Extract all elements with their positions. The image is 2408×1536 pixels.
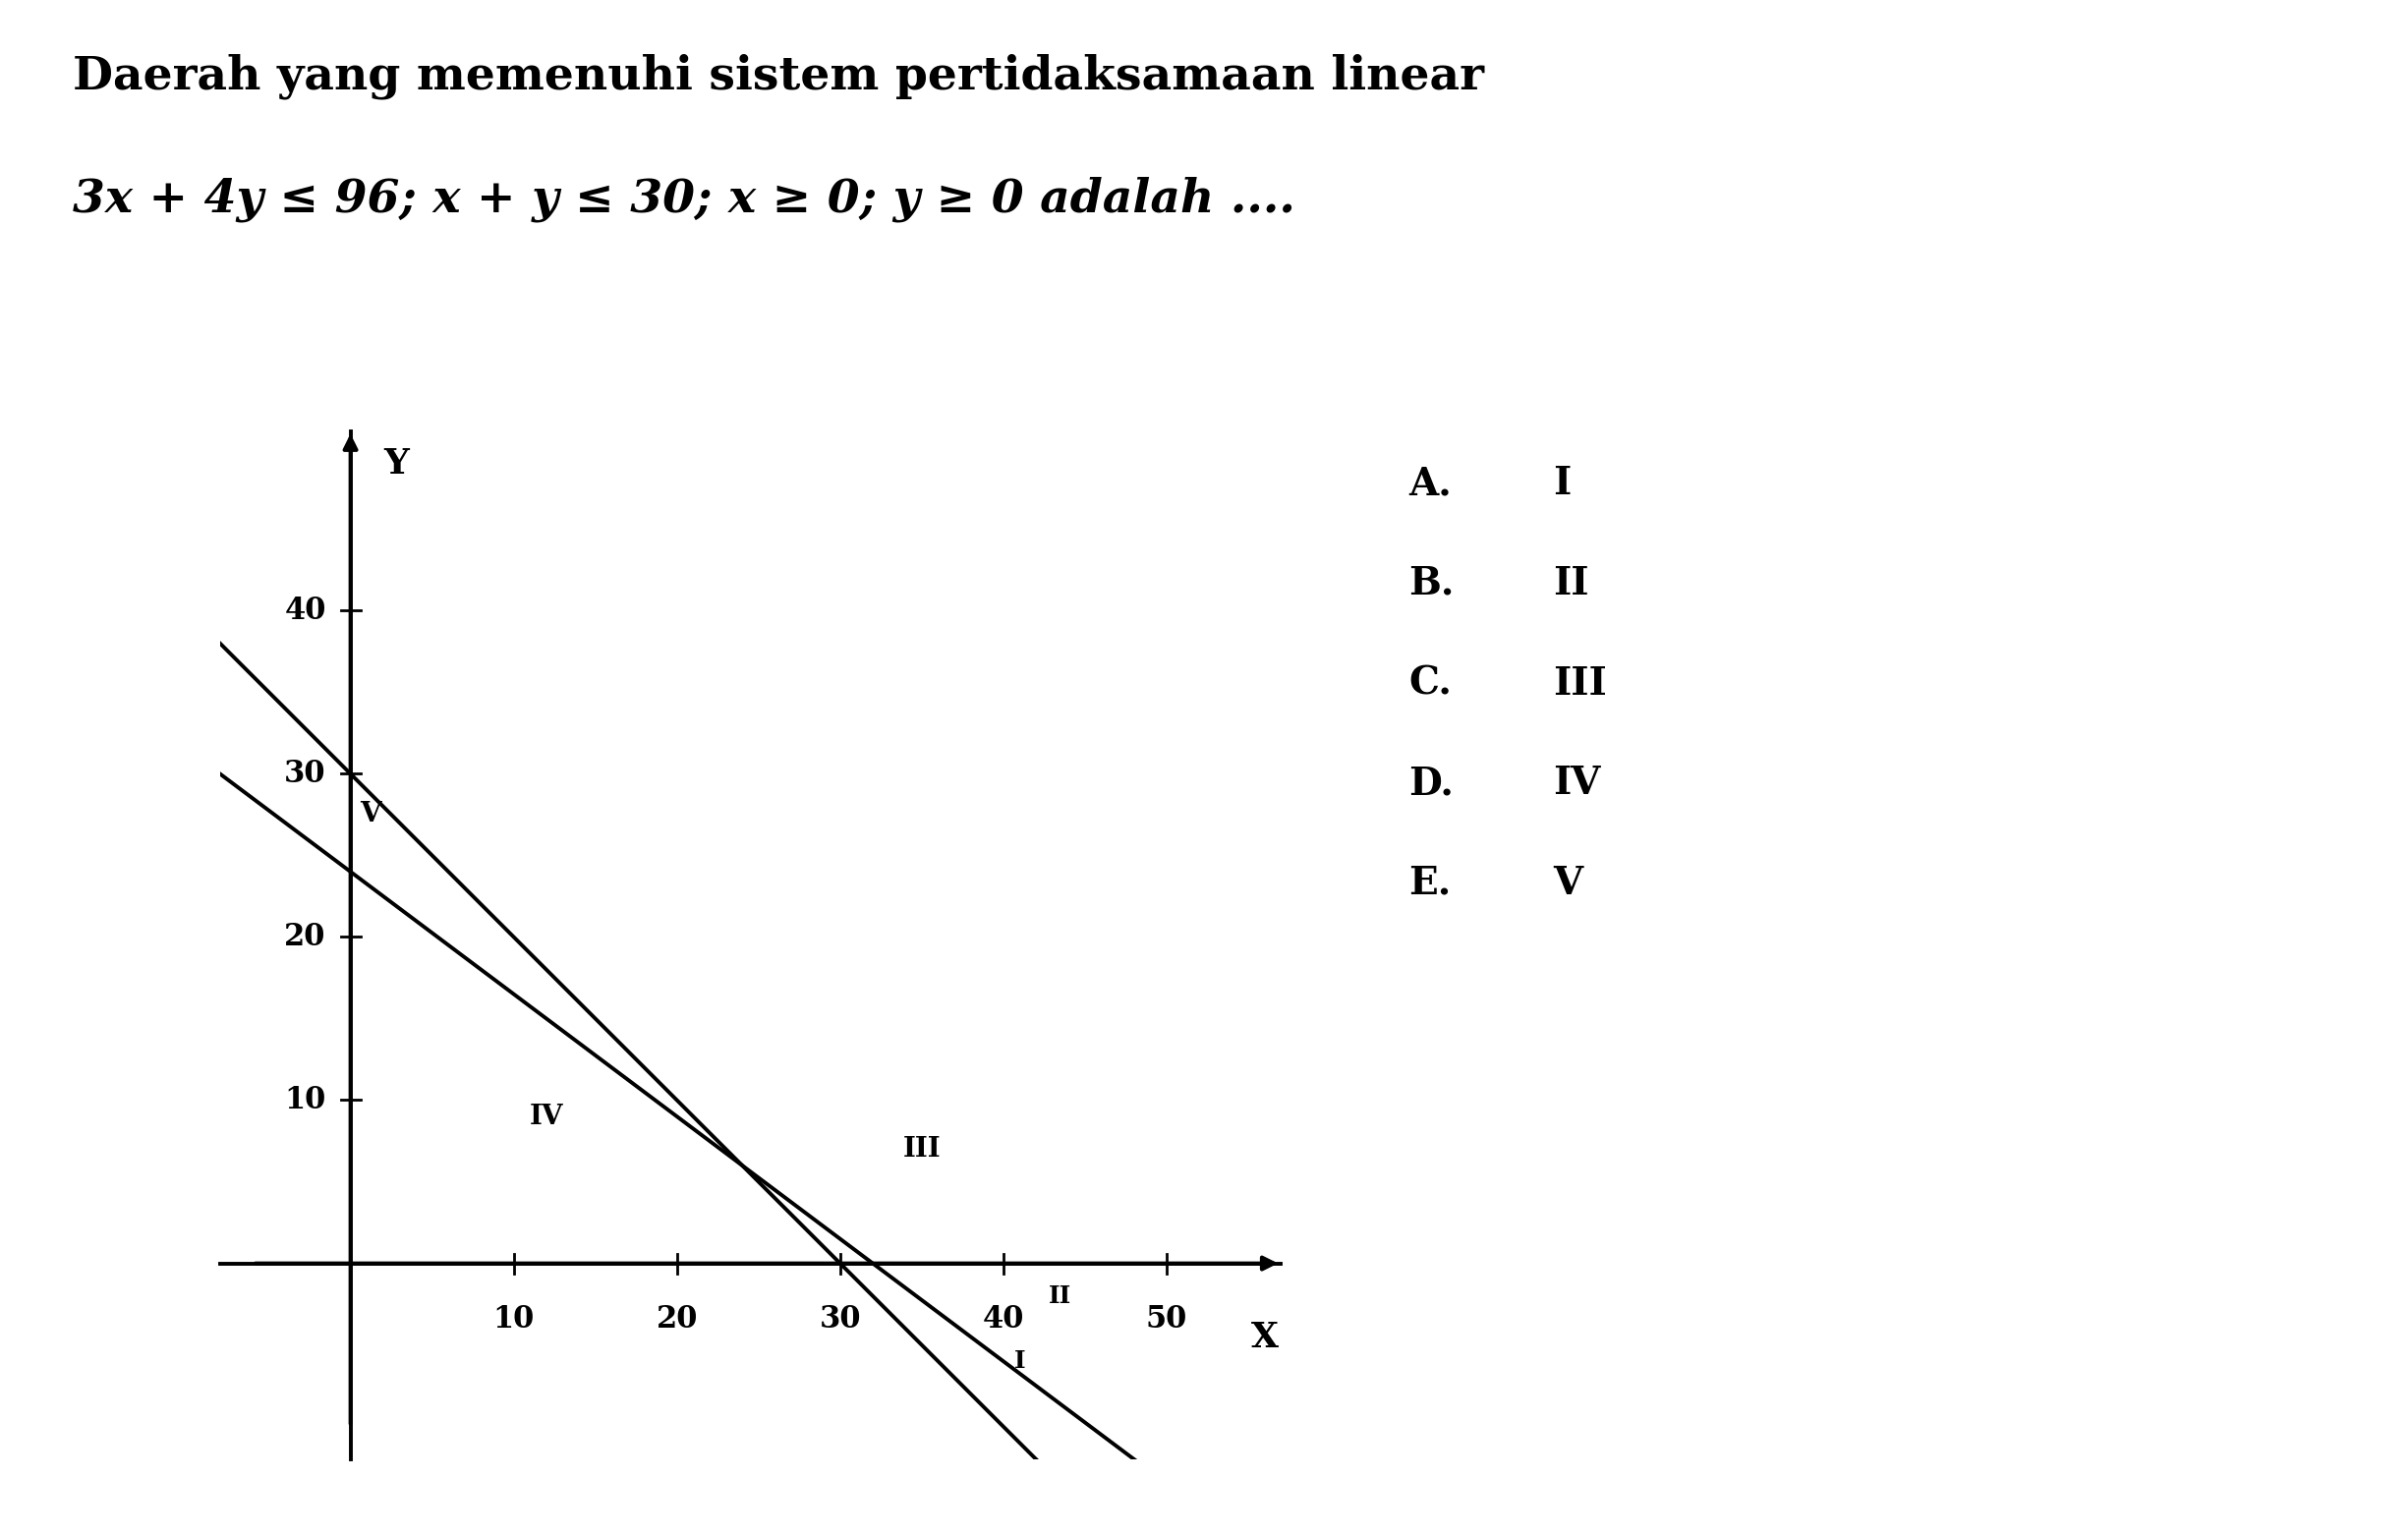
Text: IV: IV	[530, 1103, 563, 1130]
Text: I: I	[1553, 465, 1570, 502]
Text: E.: E.	[1409, 865, 1452, 902]
Text: A.: A.	[1409, 465, 1452, 502]
Text: IV: IV	[1553, 765, 1601, 802]
Text: 30: 30	[819, 1304, 862, 1335]
Text: X: X	[1250, 1321, 1279, 1353]
Text: 40: 40	[982, 1304, 1023, 1335]
Text: I: I	[1014, 1350, 1026, 1373]
Text: 20: 20	[655, 1304, 698, 1335]
Text: V: V	[1553, 865, 1582, 902]
Text: III: III	[903, 1135, 942, 1163]
Text: III: III	[1553, 665, 1606, 702]
Text: 40: 40	[284, 596, 325, 625]
Text: Daerah yang memenuhi sistem pertidaksamaan linear: Daerah yang memenuhi sistem pertidaksama…	[72, 54, 1483, 100]
Text: D.: D.	[1409, 765, 1454, 802]
Text: II: II	[1050, 1284, 1072, 1307]
Text: II: II	[1553, 565, 1589, 602]
Text: 20: 20	[284, 922, 325, 952]
Text: B.: B.	[1409, 565, 1454, 602]
Text: 50: 50	[1146, 1304, 1187, 1335]
Text: C.: C.	[1409, 665, 1452, 702]
Text: 10: 10	[494, 1304, 535, 1335]
Text: V: V	[359, 802, 380, 828]
Text: Y: Y	[383, 447, 409, 481]
Text: 3x + 4y ≤ 96; x + y ≤ 30; x ≥ 0; y ≥ 0 adalah ....: 3x + 4y ≤ 96; x + y ≤ 30; x ≥ 0; y ≥ 0 a…	[72, 177, 1296, 223]
Text: 10: 10	[284, 1084, 325, 1115]
Text: 30: 30	[284, 759, 325, 790]
